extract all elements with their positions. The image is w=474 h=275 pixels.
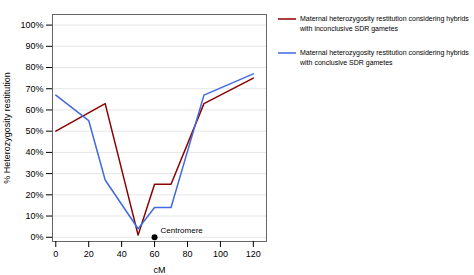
svg-text:80%: 80% [25, 62, 43, 72]
svg-text:100: 100 [213, 249, 228, 259]
svg-text:100%: 100% [20, 20, 43, 30]
html-text:Maternal heterozygosity restit: Maternal heterozygosity restitution cons… [300, 49, 469, 67]
svg-text:60: 60 [150, 249, 160, 259]
svg-text:0%: 0% [30, 232, 43, 242]
svg-text:cM: cM [154, 265, 166, 275]
svg-text:70%: 70% [25, 84, 43, 94]
svg-text:40: 40 [117, 249, 127, 259]
svg-text:60%: 60% [25, 105, 43, 115]
svg-text:40%: 40% [25, 147, 43, 157]
svg-text:90%: 90% [25, 41, 43, 51]
svg-text:50%: 50% [25, 126, 43, 136]
svg-text:0: 0 [53, 249, 58, 259]
svg-text:20%: 20% [25, 190, 43, 200]
svg-text:10%: 10% [25, 211, 43, 221]
svg-text:% Heterozygosity restitution: % Heterozygosity restitution [2, 72, 12, 184]
svg-text:20: 20 [84, 249, 94, 259]
svg-text:Centromere: Centromere [161, 226, 204, 235]
html-text:Maternal heterozygosity restit: Maternal heterozygosity restitution cons… [300, 15, 469, 33]
svg-text:30%: 30% [25, 168, 43, 178]
svg-text:80: 80 [182, 249, 192, 259]
svg-text:120: 120 [246, 249, 261, 259]
